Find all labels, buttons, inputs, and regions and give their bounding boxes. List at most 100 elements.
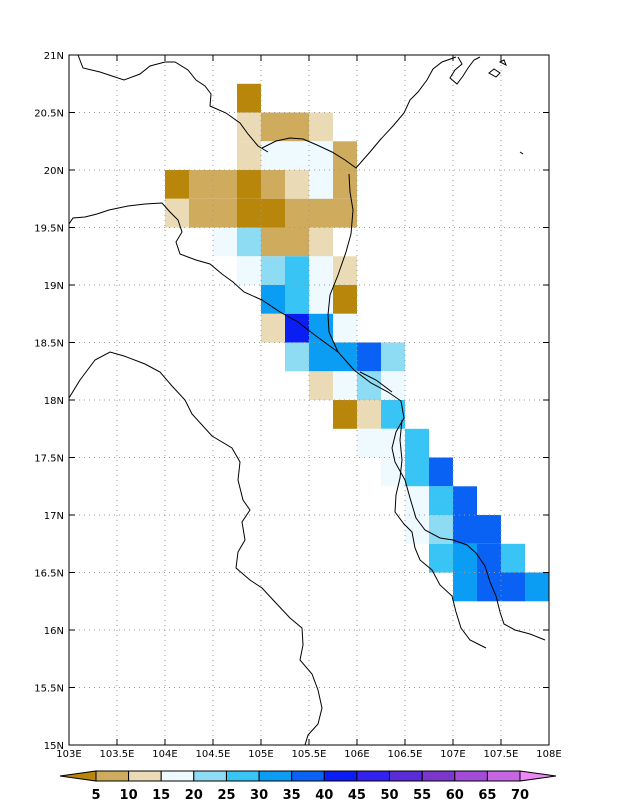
- rain-cell: [285, 170, 309, 199]
- rain-cell: [453, 515, 477, 544]
- rain-cell: [309, 170, 333, 199]
- lat-lon-grid: [69, 55, 549, 745]
- lat-tick-label: 17N: [44, 511, 64, 522]
- rain-cell: [237, 112, 261, 142]
- rain-cell: [333, 256, 357, 286]
- rain-cell: [237, 256, 261, 286]
- colorbar-box: [421, 770, 456, 782]
- rain-cell: [477, 515, 501, 544]
- lon-tick-label: 106E: [344, 749, 369, 760]
- rain-cell: [285, 256, 309, 286]
- rain-cell: [285, 342, 309, 372]
- rain-cell: [261, 285, 285, 314]
- lon-tick-label: 103.5E: [100, 749, 135, 760]
- colorbar-box: [291, 770, 325, 782]
- lat-tick-label: 16N: [44, 626, 64, 637]
- colorbar-box: [160, 770, 195, 782]
- colorbar-level-label: 40: [315, 788, 333, 800]
- rain-cell: [333, 400, 357, 429]
- lat-tick-label: 16.5N: [34, 569, 64, 580]
- lat-tick-label: 21N: [44, 51, 64, 62]
- border-laos-vietnam-south: [394, 419, 487, 649]
- lat-tick-label: 15N: [44, 741, 64, 752]
- rain-cell: [261, 141, 285, 171]
- rain-cell: [453, 543, 477, 573]
- rain-cell: [333, 198, 357, 228]
- rain-cell: [501, 572, 525, 602]
- colorbar-box: [356, 770, 390, 782]
- border-laos-thailand: [69, 351, 323, 745]
- colorbar-level-label: 5: [91, 788, 100, 800]
- rain-cell: [237, 198, 261, 228]
- rain-cell: [405, 486, 429, 516]
- colorbar-high-end: [519, 770, 557, 782]
- colorbar-level-label: 50: [380, 788, 398, 800]
- rain-cell: [309, 313, 333, 343]
- rain-cell: [237, 141, 261, 171]
- lat-tick-label: 18N: [44, 396, 64, 407]
- rain-cell: [525, 572, 549, 602]
- rain-cell: [261, 170, 285, 199]
- colorbar-level-label: 65: [478, 788, 496, 800]
- lat-tick-label: 20.5N: [34, 109, 64, 120]
- lon-tick-label: 104.5E: [196, 749, 231, 760]
- lon-tick-label: 105E: [248, 749, 273, 760]
- rain-cell: [477, 543, 501, 573]
- lat-tick-label: 15.5N: [34, 684, 64, 695]
- rain-cell: [261, 112, 285, 142]
- rain-cell: [261, 198, 285, 228]
- colorbar-low-end: [59, 770, 97, 782]
- rain-cell: [213, 227, 237, 257]
- lon-tick-label: 104E: [152, 749, 177, 760]
- rain-cell: [309, 141, 333, 171]
- colorbar-level-label: 45: [348, 788, 366, 800]
- rain-cell: [285, 227, 309, 257]
- rain-cell: [213, 198, 237, 228]
- rain-cell: [165, 198, 189, 228]
- lon-tick-label: 105.5E: [292, 749, 327, 760]
- rain-cell: [285, 112, 309, 142]
- rain-cell: [429, 457, 453, 487]
- lat-tick-label: 20N: [44, 166, 64, 177]
- rain-cell: [333, 342, 357, 372]
- rainfall-cells: [165, 83, 549, 602]
- colorbar-box: [486, 770, 521, 782]
- rain-cell: [429, 543, 453, 573]
- rain-cell: [453, 486, 477, 516]
- rain-cell: [309, 112, 333, 142]
- rain-cell: [357, 400, 381, 429]
- colorbar-level-label: 30: [250, 788, 268, 800]
- colorbar-box: [95, 770, 130, 782]
- rain-cell: [453, 572, 477, 602]
- rain-cell: [357, 428, 381, 458]
- rain-cell: [309, 371, 333, 401]
- colorbar-level-label: 15: [152, 788, 170, 800]
- rain-cell: [285, 141, 309, 171]
- rain-cell: [189, 198, 213, 228]
- colorbar: 5 10 15 20 25 30 35 40 45 50 55 60 65 70: [59, 770, 557, 800]
- rain-cell: [309, 342, 333, 372]
- rain-cell: [477, 572, 501, 602]
- island-dots: [488, 59, 524, 155]
- rain-cell: [501, 543, 525, 573]
- border-laos-vietnam: [69, 202, 393, 393]
- axis-ticks: 103E 103.5E 104E 104.5E 105E 105.5E 106E 106.5E…: [34, 51, 561, 760]
- colorbar-box: [323, 770, 358, 782]
- colorbar-box: [226, 770, 260, 782]
- lon-tick-label: 108E: [536, 749, 561, 760]
- colorbar-level-label: 55: [413, 788, 431, 800]
- rain-cell: [237, 227, 261, 257]
- lat-tick-label: 18.5N: [34, 339, 64, 350]
- lat-tick-label: 19.5N: [34, 224, 64, 235]
- rain-cell: [285, 313, 309, 343]
- rain-cell: [333, 371, 357, 401]
- colorbar-box: [258, 770, 293, 782]
- lon-tick-label: 107.5E: [484, 749, 519, 760]
- rain-cell: [285, 198, 309, 228]
- rain-cell: [357, 342, 381, 372]
- rain-cell: [309, 198, 333, 228]
- coastline-gulf-tonkin: [261, 56, 546, 641]
- rain-cell: [237, 83, 261, 113]
- colorbar-box: [454, 770, 488, 782]
